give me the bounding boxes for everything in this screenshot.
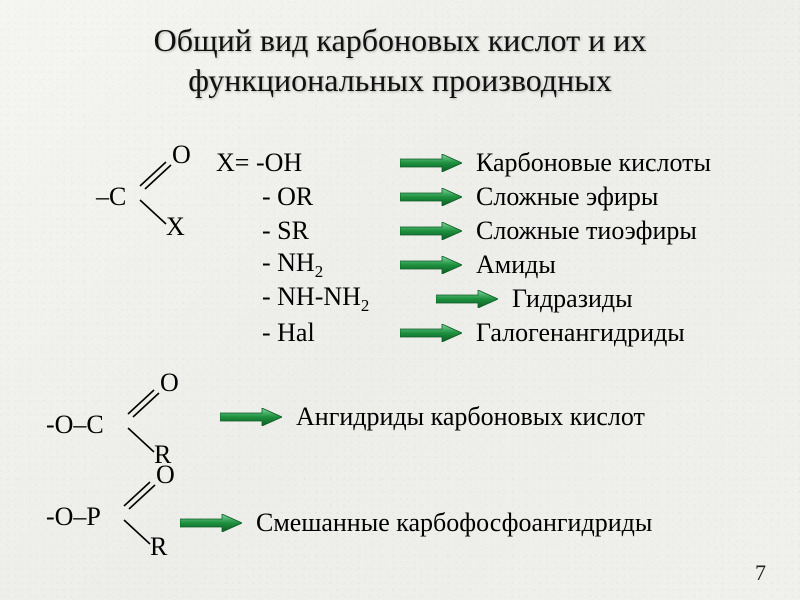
- arrow-icon: [400, 188, 462, 206]
- double-bond-icon: [120, 476, 160, 510]
- row-anhydride: Ангидриды карбоновых кислот: [220, 402, 645, 432]
- row-phospho: Смешанные карбофосфоангидриды: [180, 508, 652, 538]
- structure-anhydride: -O–C O R: [46, 380, 196, 470]
- group-oh: X= -OH: [216, 148, 386, 178]
- arrow-icon: [400, 324, 462, 342]
- label-hal: Галогенангидриды: [476, 318, 685, 348]
- label-phospho: Смешанные карбофосфоангидриды: [256, 508, 652, 538]
- label-or: Сложные эфиры: [476, 182, 658, 212]
- slide-body: –C O X X= -OH: [0, 140, 800, 570]
- fragment-o: O: [160, 370, 179, 396]
- label-nhnh2: Гидразиды: [512, 284, 633, 314]
- double-bond-icon: [124, 384, 164, 418]
- group-nhnh2: - NH-NH2: [262, 282, 422, 316]
- page-number: 7: [755, 560, 766, 586]
- structure-phospho: -O–P O R: [46, 472, 196, 562]
- slide-title: Общий вид карбоновых кислот и их функцио…: [60, 20, 740, 100]
- arrow-icon: [220, 408, 282, 426]
- row-sr: - SR Сложные тиоэфиры: [262, 214, 711, 248]
- fragment-r: R: [150, 534, 167, 560]
- group-or: - OR: [262, 182, 386, 212]
- row-oh: X= -OH Карбоновые кислоты: [216, 146, 711, 180]
- title-line-2: функциональных производных: [188, 62, 611, 98]
- row-or: - OR Сложные эфиры: [262, 180, 711, 214]
- structure-generic: –C O X: [96, 152, 216, 242]
- arrow-icon: [400, 154, 462, 172]
- substituent-rows: X= -OH Карбоновые кислоты - OR: [216, 146, 711, 350]
- label-anhydride: Ангидриды карбоновых кислот: [296, 402, 645, 432]
- label-sr: Сложные тиоэфиры: [476, 216, 697, 246]
- double-bond-icon: [136, 156, 176, 190]
- group-sr: - SR: [262, 216, 386, 246]
- slide: Общий вид карбоновых кислот и их функцио…: [0, 0, 800, 600]
- fragment-x: X: [166, 214, 185, 240]
- row-hal: - Hal Галогенангидриды: [262, 316, 711, 350]
- fragment-op: -O–P: [46, 504, 101, 530]
- group-hal: - Hal: [262, 318, 386, 348]
- fragment-c: –C: [96, 184, 126, 210]
- fragment-o: O: [156, 462, 175, 488]
- row-nh2: - NH2 Амиды: [262, 248, 711, 282]
- arrow-icon: [400, 256, 462, 274]
- arrow-icon: [180, 514, 242, 532]
- group-nh2: - NH2: [262, 248, 386, 282]
- arrow-icon: [436, 290, 498, 308]
- arrow-icon: [400, 222, 462, 240]
- fragment-o: O: [172, 142, 191, 168]
- row-nhnh2: - NH-NH2 Гидразиды: [262, 282, 711, 316]
- title-line-1: Общий вид карбоновых кислот и их: [154, 22, 647, 58]
- label-oh: Карбоновые кислоты: [476, 148, 711, 178]
- label-nh2: Амиды: [476, 250, 556, 280]
- fragment-oc: -O–C: [46, 412, 104, 438]
